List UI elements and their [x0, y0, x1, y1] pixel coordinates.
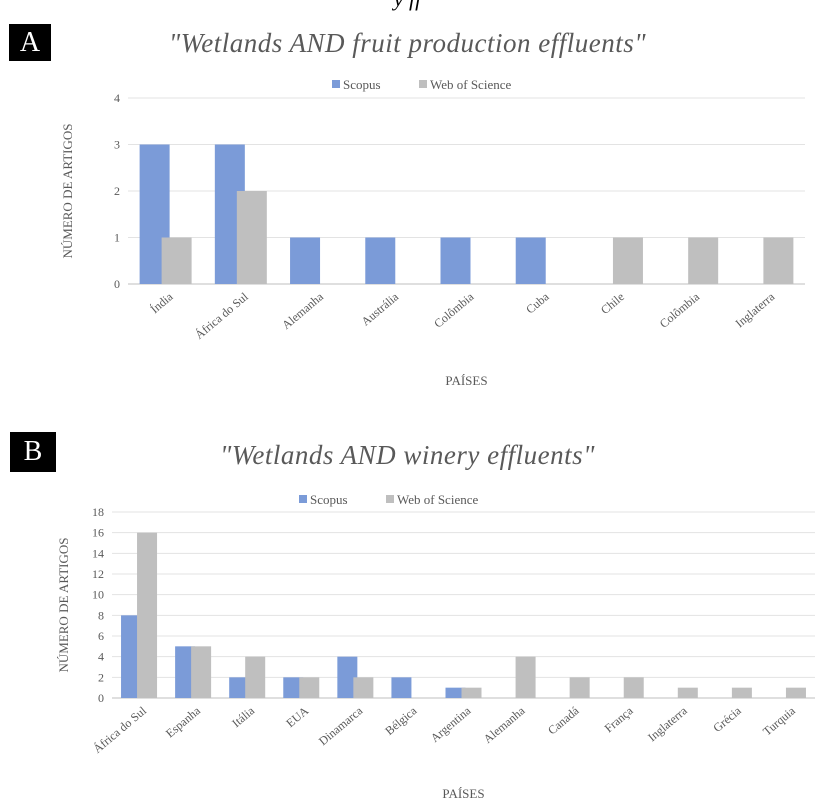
y-tick-label: 18 — [92, 505, 104, 519]
legend-label: Scopus — [343, 77, 381, 92]
legend-label: Web of Science — [430, 77, 511, 92]
bar-web-of-science — [299, 677, 320, 698]
chart-a-title: "Wetlands AND fruit production effluents… — [168, 28, 647, 58]
bar-scopus — [175, 646, 196, 698]
legend-swatch — [299, 495, 307, 503]
chart-b-title: "Wetlands AND winery effluents" — [220, 440, 595, 470]
bar-scopus — [283, 677, 304, 698]
x-tick-label: Canadá — [545, 703, 582, 737]
x-tick-label: Inglaterra — [645, 703, 690, 744]
y-axis-label: NÚMERO DE ARTIGOS — [56, 537, 71, 672]
bar-web-of-science — [353, 677, 374, 698]
bar-scopus — [229, 677, 250, 698]
legend-label: Web of Science — [397, 492, 478, 507]
x-tick-label: Alemanha — [481, 703, 528, 746]
x-tick-label: África do Sul — [90, 703, 149, 756]
bar-scopus — [515, 237, 546, 284]
y-tick-label: 2 — [98, 670, 104, 684]
x-tick-label: Bélgica — [382, 703, 420, 738]
y-tick-label: 6 — [98, 629, 104, 643]
bar-web-of-science — [763, 237, 794, 284]
bar-web-of-science — [461, 687, 482, 698]
y-tick-label: 12 — [92, 567, 104, 581]
x-tick-label: EUA — [283, 703, 311, 730]
bar-scopus — [121, 615, 142, 698]
x-tick-label: Grécia — [710, 703, 744, 735]
y-tick-label: 4 — [98, 650, 104, 664]
bar-web-of-science — [137, 532, 158, 698]
bar-web-of-science — [236, 191, 267, 284]
bar-web-of-science — [677, 687, 698, 698]
bar-web-of-science — [688, 237, 719, 284]
bar-web-of-science — [515, 656, 536, 698]
bar-scopus — [290, 237, 321, 284]
x-tick-label: Dinamarca — [316, 703, 366, 748]
bar-web-of-science — [569, 677, 590, 698]
bar-web-of-science — [623, 677, 644, 698]
panel-b-tag: B — [10, 432, 56, 472]
y-tick-label: 1 — [114, 231, 120, 245]
bar-web-of-science — [245, 656, 266, 698]
bar-scopus — [365, 237, 396, 284]
bar-web-of-science — [161, 237, 192, 284]
y-tick-label: 4 — [114, 91, 120, 105]
legend-swatch — [332, 80, 340, 88]
legend-label: Scopus — [310, 492, 348, 507]
bar-scopus — [391, 677, 412, 698]
y-tick-label: 10 — [92, 588, 104, 602]
x-tick-label: Itália — [229, 703, 257, 730]
bar-web-of-science — [731, 687, 752, 698]
bar-web-of-science — [785, 687, 806, 698]
bar-web-of-science — [612, 237, 643, 284]
legend-swatch — [386, 495, 394, 503]
bar-scopus — [337, 656, 358, 698]
x-tick-label: Espanha — [163, 703, 204, 740]
y-tick-label: 0 — [98, 691, 104, 705]
x-tick-label: Argentina — [428, 703, 474, 745]
cropped-top-text: y ff — [0, 0, 815, 12]
y-tick-label: 16 — [92, 526, 104, 540]
x-axis-label: PAÍSES — [442, 786, 484, 801]
y-tick-label: 14 — [92, 546, 104, 560]
panel-a-tag: A — [9, 24, 51, 61]
legend-swatch — [419, 80, 427, 88]
bar-scopus — [445, 687, 466, 698]
x-tick-label: França — [602, 703, 637, 735]
y-tick-label: 3 — [114, 138, 120, 152]
bar-web-of-science — [191, 646, 212, 698]
y-tick-label: 2 — [114, 184, 120, 198]
y-axis-label: NÚMERO DE ARTIGOS — [60, 123, 75, 258]
y-tick-label: 8 — [98, 608, 104, 622]
y-tick-label: 0 — [114, 277, 120, 291]
x-tick-label: Turquia — [760, 703, 798, 738]
x-axis-label: PAÍSES — [445, 373, 487, 388]
bar-scopus — [440, 237, 471, 284]
